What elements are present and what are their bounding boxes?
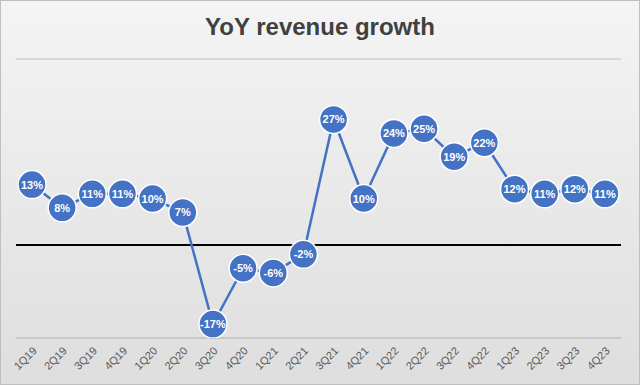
svg-text:-2%: -2%	[294, 248, 314, 260]
svg-text:13%: 13%	[21, 179, 43, 191]
svg-text:3Q23: 3Q23	[554, 344, 582, 372]
svg-text:1Q21: 1Q21	[253, 344, 281, 372]
html-text:YoY revenue growth: YoY revenue growth	[205, 13, 435, 40]
svg-text:19%: 19%	[443, 151, 465, 163]
svg-text:3Q22: 3Q22	[434, 344, 462, 372]
svg-text:2Q23: 2Q23	[524, 344, 552, 372]
svg-text:3Q19: 3Q19	[72, 344, 100, 372]
svg-text:11%: 11%	[82, 188, 104, 200]
svg-text:8%: 8%	[54, 202, 70, 214]
svg-text:2Q21: 2Q21	[283, 344, 311, 372]
svg-text:3Q20: 3Q20	[192, 344, 220, 372]
svg-text:27%: 27%	[323, 113, 345, 125]
svg-text:3Q21: 3Q21	[313, 344, 341, 372]
svg-text:2Q20: 2Q20	[162, 344, 190, 372]
svg-text:4Q19: 4Q19	[102, 344, 130, 372]
svg-text:4Q23: 4Q23	[584, 344, 612, 372]
svg-text:25%: 25%	[413, 123, 435, 135]
svg-text:-6%: -6%	[263, 267, 283, 279]
svg-text:12%: 12%	[564, 183, 586, 195]
svg-text:11%: 11%	[594, 188, 616, 200]
svg-text:11%: 11%	[112, 188, 134, 200]
svg-text:-17%: -17%	[200, 318, 226, 330]
svg-text:4Q21: 4Q21	[343, 344, 371, 372]
svg-text:12%: 12%	[504, 183, 526, 195]
svg-text:2Q22: 2Q22	[403, 344, 431, 372]
svg-text:10%: 10%	[353, 193, 375, 205]
svg-text:1Q23: 1Q23	[494, 344, 522, 372]
svg-text:1Q19: 1Q19	[11, 344, 39, 372]
svg-text:10%: 10%	[142, 193, 164, 205]
svg-text:-5%: -5%	[233, 262, 253, 274]
svg-text:1Q22: 1Q22	[373, 344, 401, 372]
svg-text:4Q22: 4Q22	[464, 344, 492, 372]
svg-text:7%: 7%	[175, 206, 191, 218]
svg-text:11%: 11%	[534, 188, 556, 200]
svg-text:2Q19: 2Q19	[42, 344, 70, 372]
svg-text:1Q20: 1Q20	[132, 344, 160, 372]
svg-text:24%: 24%	[383, 127, 405, 139]
svg-text:22%: 22%	[473, 137, 495, 149]
svg-text:4Q20: 4Q20	[223, 344, 251, 372]
